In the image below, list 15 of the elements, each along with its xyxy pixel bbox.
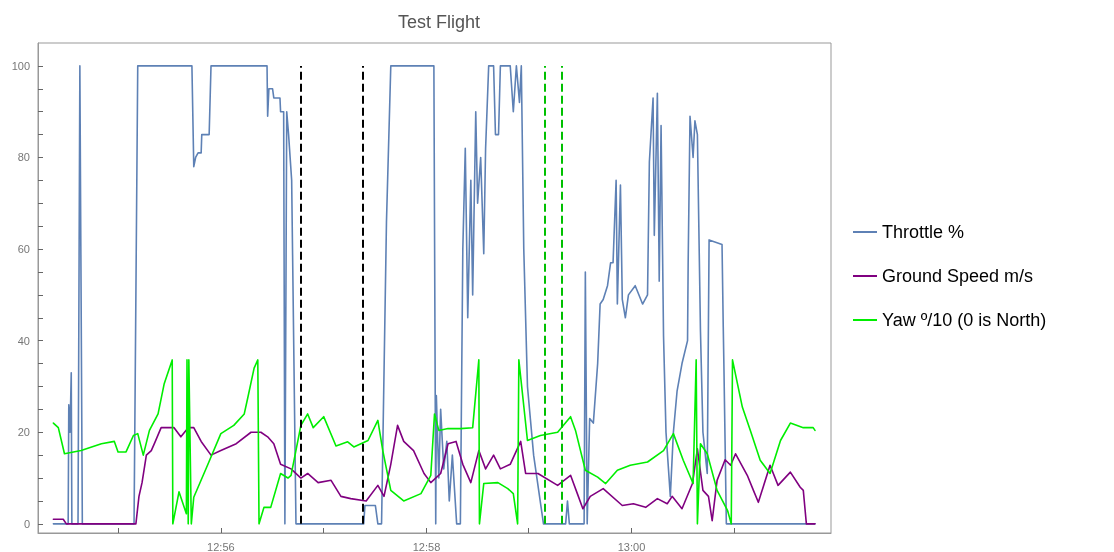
x-tick-label: 13:00 — [617, 540, 646, 552]
y-tick-label: 0 — [23, 517, 30, 530]
line-series — [52, 424, 816, 525]
chart-title: Test Flight — [397, 12, 481, 32]
legend-label: Ground Speed m/s — [882, 266, 1034, 286]
legend-label: Throttle % — [882, 222, 965, 242]
x-tick-label: 12:56 — [207, 540, 235, 552]
x-tick-label: 12:58 — [412, 540, 441, 552]
y-tick-label: 80 — [17, 151, 30, 164]
y-tick-label: 20 — [17, 426, 30, 439]
line-series — [52, 359, 816, 525]
y-tick-label: 100 — [11, 59, 30, 72]
y-tick-label: 60 — [17, 243, 30, 256]
legend-label: Yaw º/10 (0 is North) — [882, 310, 1047, 330]
y-tick-label: 40 — [17, 334, 30, 347]
